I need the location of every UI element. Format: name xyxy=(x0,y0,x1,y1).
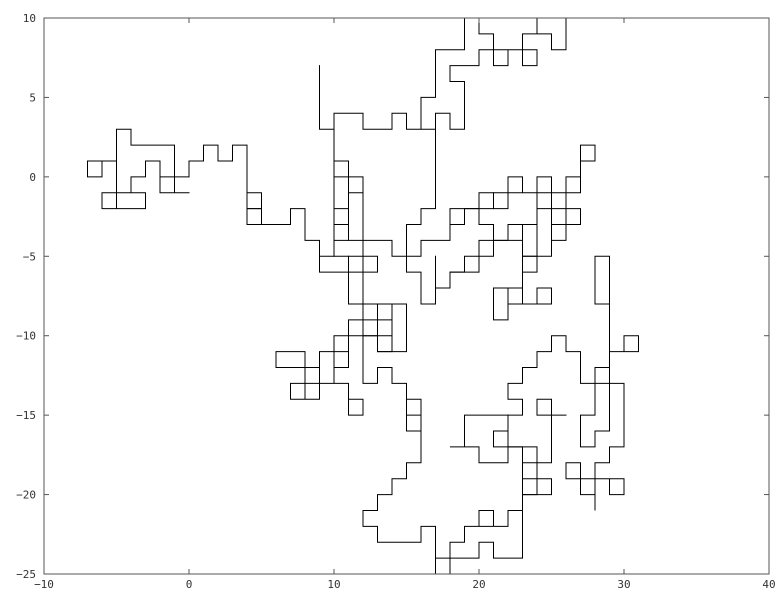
x-tick-label: 40 xyxy=(762,578,775,591)
walk-series-4 xyxy=(275,255,393,416)
y-tick-label: 5 xyxy=(29,91,36,104)
walk-series-1 xyxy=(188,144,639,575)
walk-series-11 xyxy=(246,192,262,226)
x-tick-label: 0 xyxy=(186,578,193,591)
walk-series-6 xyxy=(406,398,422,432)
x-tick-label: 20 xyxy=(472,578,485,591)
y-tick-label: −15 xyxy=(16,409,36,422)
walk-series-7 xyxy=(450,414,509,464)
walk-series-2 xyxy=(87,128,190,210)
x-tick-label: −10 xyxy=(34,578,54,591)
walk-series-5 xyxy=(435,192,567,321)
y-tick-label: 0 xyxy=(29,171,36,184)
walk-series-8 xyxy=(507,398,567,496)
y-tick-label: −10 xyxy=(16,330,36,343)
y-tick-label: −25 xyxy=(16,568,36,581)
x-axis: −10 0 10 20 30 40 xyxy=(34,18,776,591)
x-tick-label: 30 xyxy=(617,578,630,591)
x-tick-label: 10 xyxy=(327,578,340,591)
y-tick-label: −5 xyxy=(23,250,36,263)
y-tick-label: 10 xyxy=(23,12,36,25)
y-axis: 10 5 0 −5 −10 −15 −20 −25 xyxy=(16,12,769,581)
plot-frame xyxy=(43,17,770,575)
walk-series-10 xyxy=(319,65,349,241)
walk-lines xyxy=(87,17,639,575)
walk-series-9 xyxy=(449,192,494,226)
y-tick-label: −20 xyxy=(16,489,36,502)
